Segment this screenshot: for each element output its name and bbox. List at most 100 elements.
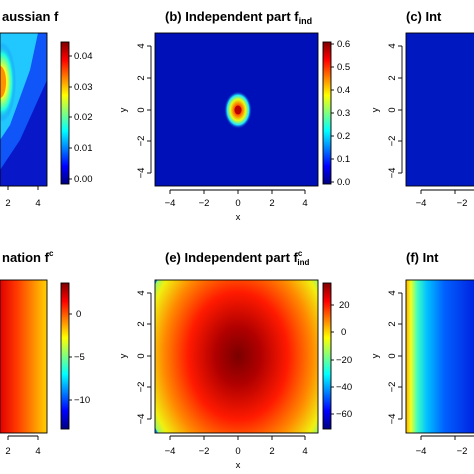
colorbar-tick-label: 0.2: [337, 131, 350, 142]
colorbar-tick-label: 0.0: [337, 177, 350, 188]
panel-a-colorbar-scale: [61, 42, 69, 184]
panel-d-heatmap: [0, 280, 47, 433]
panel-b-x-axis-label: x: [236, 212, 241, 223]
panel-c-heatmap: [406, 33, 474, 186]
panel-b-ytick-label: 2: [136, 75, 147, 80]
colorbar-tick-label: 0: [341, 327, 346, 338]
panel-f-ytick-label: −2: [387, 382, 398, 393]
panel-f-heatmap: [406, 280, 474, 433]
panel-a: aussian f 2 4 0.00 0.01 0.02: [0, 9, 93, 209]
panel-f-ytick-label: 4: [387, 290, 398, 295]
colorbar-tick-label: 0.01: [74, 143, 93, 154]
panel-d: nation fc 2 4 0 −5 −10: [0, 249, 90, 457]
panel-d-colorbar: 0 −5 −10: [60, 282, 90, 430]
colorbar-tick-label: 0.02: [74, 112, 93, 123]
panel-c-ytick-label: 2: [387, 75, 398, 80]
panel-e-ytick-label: 4: [136, 290, 147, 295]
colorbar-tick-label: −40: [336, 382, 352, 393]
panel-c-title: (c) Int: [406, 9, 442, 24]
panel-a-title: aussian f: [2, 9, 59, 24]
panel-b: (b) Independent part find −4 −2 0 2 4 x: [118, 9, 350, 223]
panel-c-ytick-label: 0: [387, 107, 398, 112]
panel-a-xtick-label: 4: [35, 198, 40, 209]
colorbar-tick-label: 0.5: [337, 62, 350, 73]
panel-b-title-main: (b) Independent part f: [165, 9, 299, 24]
colorbar-tick-label: 0.4: [337, 85, 350, 96]
panel-f-title: (f) Int: [406, 250, 439, 265]
panel-b-colorbar: 0.0 0.1 0.2 0.3 0.4 0.5 0.6: [322, 39, 350, 188]
panel-c-xtick-label: −2: [457, 198, 468, 209]
panel-c: (c) Int −4 −2 −4 −2 0 2 4 y: [370, 9, 474, 209]
panel-b-ytick-label: 4: [136, 43, 147, 48]
panel-b-y-axis: −4 −2 0 2 4 y: [118, 43, 152, 179]
panel-b-xtick-label: 0: [235, 198, 240, 209]
panel-e-title: (e) Independent part fc ind: [165, 249, 309, 267]
panel-b-colorbar-scale: [323, 42, 331, 184]
panel-f-ytick-label: 2: [387, 321, 398, 326]
panel-d-colorbar-scale: [61, 283, 69, 429]
panel-e-x-axis: −4 −2 0 2 4 x: [165, 435, 308, 471]
panel-e-title-sub: ind: [297, 258, 309, 267]
colorbar-tick-label: 0.00: [74, 174, 93, 185]
colorbar-tick-label: 20: [339, 300, 350, 311]
panel-f: (f) Int −4 −2 −4 −2 0 2 4 y: [370, 250, 474, 457]
panel-e-frame: [154, 279, 319, 434]
panel-e: (e) Independent part fc ind −4 −2 0 2 4 x: [118, 249, 352, 471]
panel-a-xtick-label: 2: [5, 198, 10, 209]
panel-b-ytick-label: −2: [136, 136, 147, 147]
panel-d-title-sup: c: [49, 249, 54, 258]
colorbar-tick-label: 0.03: [74, 82, 93, 93]
panel-d-frame: [0, 279, 48, 434]
panel-b-title-sub: ind: [299, 16, 313, 26]
panel-e-ytick-label: 0: [136, 353, 147, 358]
panel-b-y-axis-label: y: [118, 107, 129, 112]
panel-b-frame: [154, 32, 319, 187]
panel-b-title: (b) Independent part find: [165, 9, 312, 26]
panel-b-ytick-label: −4: [136, 168, 147, 179]
panel-b-x-axis: −4 −2 0 2 4 x: [165, 189, 308, 223]
panel-d-title: nation fc: [2, 249, 54, 265]
panel-c-y-axis: −4 −2 0 2 4 y: [370, 43, 403, 179]
colorbar-tick-label: 0.04: [74, 51, 93, 62]
panel-f-x-axis: −4 −2: [416, 435, 474, 457]
panel-c-y-axis-label: y: [370, 107, 381, 112]
panel-e-title-main: (e) Independent part f: [165, 250, 299, 265]
panel-c-ytick-label: −4: [387, 168, 398, 179]
panel-b-ytick-label: 0: [136, 107, 147, 112]
panel-e-xtick-label: 4: [302, 446, 307, 457]
panel-f-frame: [405, 279, 474, 434]
panel-c-ytick-label: 4: [387, 43, 398, 48]
panel-e-ytick-label: −4: [136, 414, 147, 425]
panel-f-ytick-label: 0: [387, 353, 398, 358]
panel-e-ytick-label: −2: [136, 382, 147, 393]
panel-e-colorbar-scale: [323, 283, 331, 429]
panel-e-ytick-label: 2: [136, 321, 147, 326]
panel-f-xtick-label: −4: [416, 446, 427, 457]
colorbar-tick-label: 0.3: [337, 108, 350, 119]
panel-b-heatmap: [155, 33, 318, 186]
colorbar-tick-label: −5: [74, 352, 85, 363]
panel-b-xtick-label: −4: [165, 198, 176, 209]
panel-e-xtick-label: −4: [165, 446, 176, 457]
panel-d-x-axis: 2 4: [5, 435, 41, 457]
panel-e-x-axis-label: x: [236, 460, 241, 471]
panel-f-xtick-label: −2: [457, 446, 468, 457]
panel-a-colorbar: 0.00 0.01 0.02 0.03 0.04: [60, 41, 93, 185]
panel-c-ytick-label: −2: [387, 136, 398, 147]
colorbar-tick-label: 0: [76, 309, 81, 320]
panel-e-y-axis-label: y: [118, 353, 129, 358]
panel-a-heatmap: [0, 33, 47, 186]
panel-b-xtick-label: −2: [199, 198, 210, 209]
panel-e-colorbar: 20 0 −20 −40 −60: [322, 282, 352, 430]
colorbar-tick-label: 0.6: [337, 39, 350, 50]
panel-e-y-axis: −4 −2 0 2 4 y: [118, 290, 152, 425]
panel-e-title-sup: c: [298, 249, 303, 258]
panel-c-xtick-label: −4: [416, 198, 427, 209]
colorbar-tick-label: 0.1: [337, 154, 350, 165]
panel-b-xtick-label: 4: [302, 198, 307, 209]
panel-d-xtick-label: 4: [35, 446, 40, 457]
panel-e-xtick-label: 2: [269, 446, 274, 457]
panel-e-heatmap: [155, 280, 318, 433]
colorbar-tick-label: −10: [74, 395, 90, 406]
